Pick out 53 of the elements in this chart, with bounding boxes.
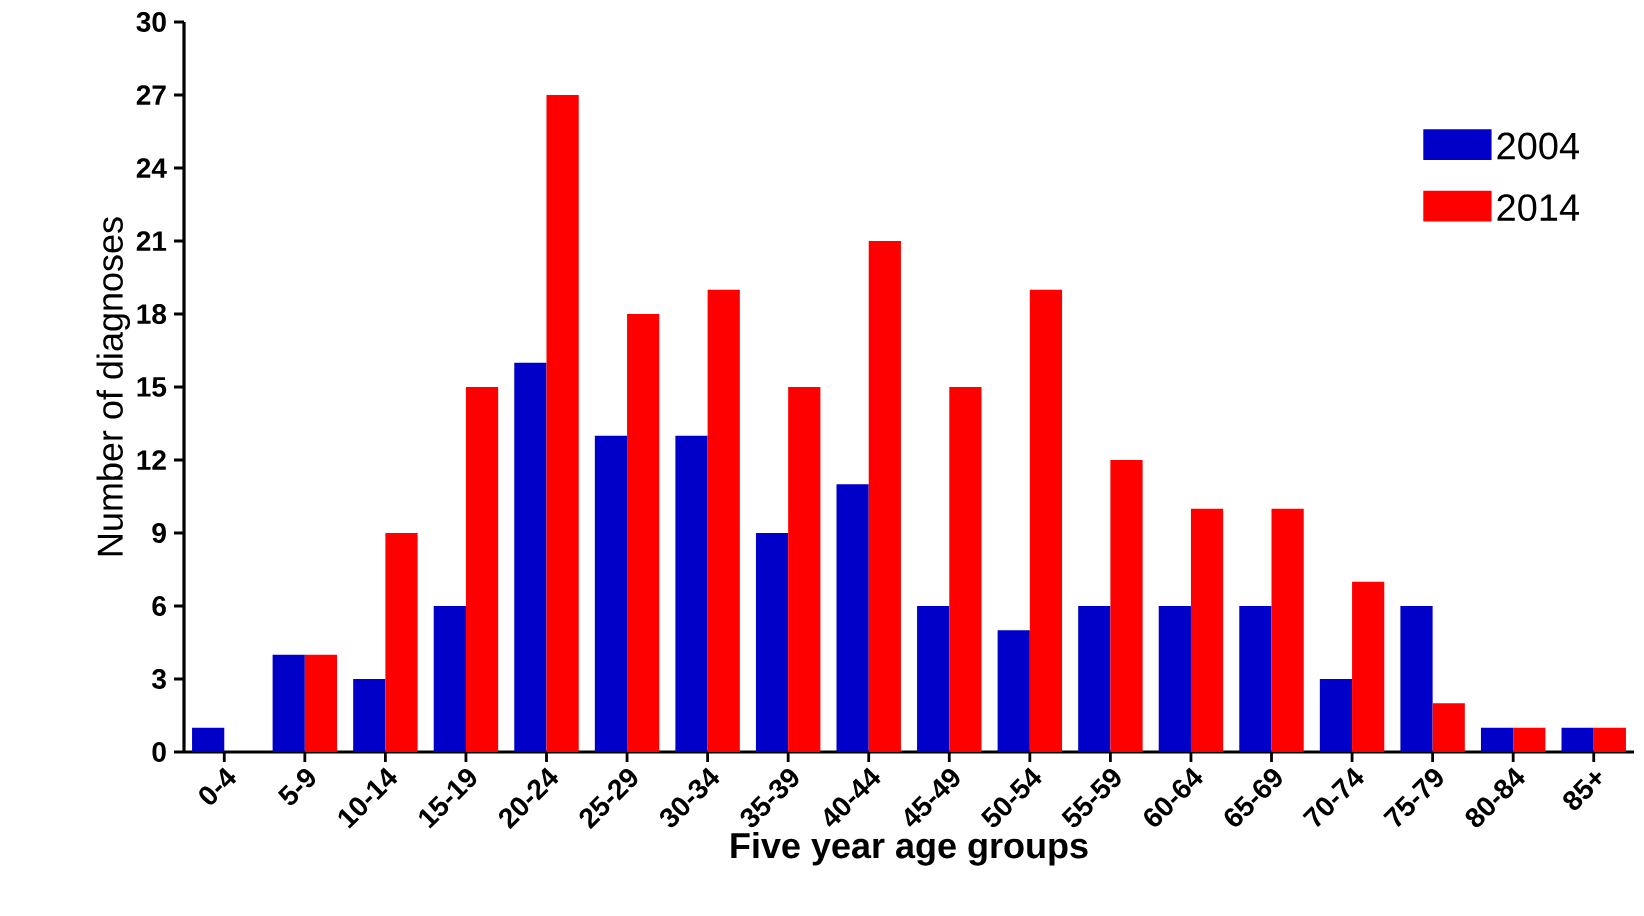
bar — [917, 606, 950, 752]
bar — [868, 241, 901, 752]
y-tick-label: 18 — [137, 304, 167, 324]
bar — [707, 289, 740, 752]
bar — [465, 387, 499, 752]
bar — [594, 435, 628, 752]
bar — [546, 95, 579, 752]
y-axis-title: Number of diagnoses — [96, 217, 131, 556]
bar — [272, 654, 305, 752]
y-tick-label: 21 — [136, 231, 167, 251]
bar — [1432, 703, 1465, 752]
y-tick-label: 9 — [152, 523, 166, 543]
bar — [1561, 727, 1594, 752]
bar — [192, 727, 225, 752]
bar — [627, 314, 660, 752]
y-tick-label: 6 — [152, 596, 166, 616]
bar — [353, 679, 386, 752]
bar — [1319, 679, 1353, 752]
bar — [1513, 727, 1546, 752]
bar — [1110, 460, 1143, 752]
y-tick-label: 15 — [137, 377, 167, 397]
bar — [304, 654, 338, 752]
y-tick-label: 27 — [136, 85, 166, 105]
bar — [514, 362, 547, 752]
y-tick-label: 24 — [136, 158, 167, 178]
bar — [788, 387, 821, 752]
bar — [675, 435, 708, 752]
legend-label: 2004 — [1497, 132, 1579, 160]
bar — [1078, 606, 1111, 752]
x-tick-label: 5-9 — [277, 768, 316, 806]
x-tick-label: 85+ — [1563, 772, 1602, 811]
bar — [755, 533, 789, 752]
bar — [949, 387, 982, 752]
y-tick-label: 0 — [152, 742, 166, 762]
bar — [1190, 508, 1224, 752]
bar — [1239, 606, 1272, 752]
legend-label: 2014 — [1497, 194, 1579, 222]
x-tick-label: 0-4 — [199, 767, 237, 805]
y-tick-label: 3 — [151, 669, 166, 689]
bar — [433, 606, 466, 752]
bar — [1029, 289, 1063, 752]
bar — [1480, 727, 1514, 752]
bar — [1271, 508, 1304, 752]
bar — [385, 533, 418, 752]
bar — [1158, 606, 1191, 752]
bar — [1400, 606, 1433, 752]
bar — [1593, 727, 1626, 752]
x-axis-title: Five year age groups — [731, 831, 1088, 866]
y-tick-label: 12 — [137, 450, 166, 470]
bar — [1352, 581, 1385, 752]
y-tick-label: 30 — [136, 12, 166, 32]
bar — [997, 630, 1030, 752]
bar — [836, 484, 869, 752]
